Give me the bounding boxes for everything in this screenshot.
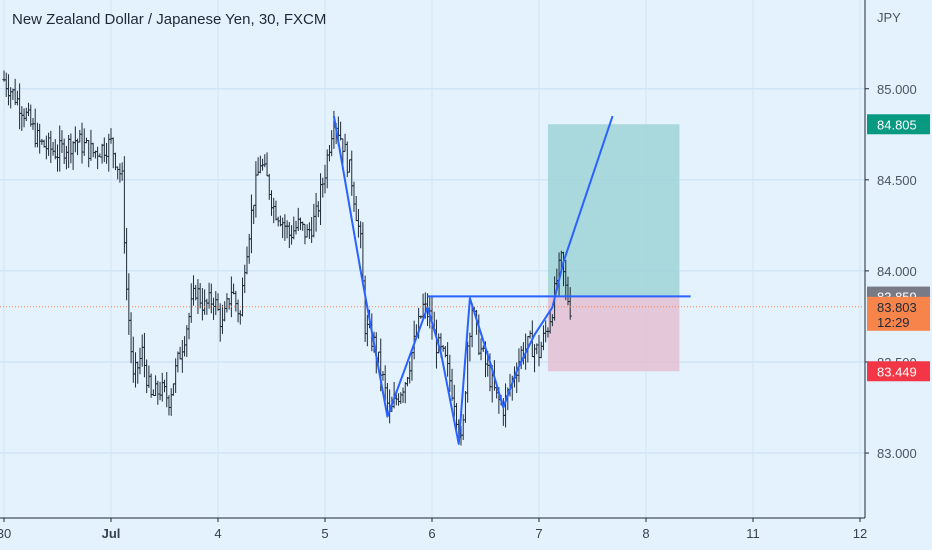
price-label[interactable] (867, 296, 930, 331)
x-tick-label: 8 (642, 526, 649, 541)
chart-title: New Zealand Dollar / Japanese Yen, 30, F… (12, 11, 327, 28)
x-tick-label: 7 (535, 526, 542, 541)
price-axis[interactable] (865, 0, 932, 550)
y-tick-label: 84.500 (877, 173, 917, 188)
price-label-countdown: 12:29 (877, 315, 910, 330)
x-tick-label: 5 (321, 526, 328, 541)
profit-zone[interactable] (547, 124, 680, 296)
pattern-zigzag-line[interactable] (332, 115, 614, 445)
y-tick-label: 83.000 (877, 446, 917, 461)
x-tick-label: 30 (0, 526, 11, 541)
y-tick-label: 85.000 (877, 82, 917, 97)
x-tick-label: 12 (853, 526, 867, 541)
time-axis[interactable] (0, 518, 865, 550)
currency-label: JPY (877, 10, 901, 25)
x-tick-label: 4 (214, 526, 221, 541)
price-label[interactable] (867, 114, 930, 135)
price-label[interactable] (867, 361, 930, 382)
x-tick-label: 6 (428, 526, 435, 541)
price-label-value: 83.449 (877, 364, 917, 379)
price-label-value: 84.805 (877, 117, 917, 132)
x-tick-label: 11 (746, 526, 760, 541)
price-label-value: 83.803 (877, 300, 917, 315)
x-tick-label: Jul (102, 526, 121, 541)
y-tick-label: 84.000 (877, 264, 917, 279)
